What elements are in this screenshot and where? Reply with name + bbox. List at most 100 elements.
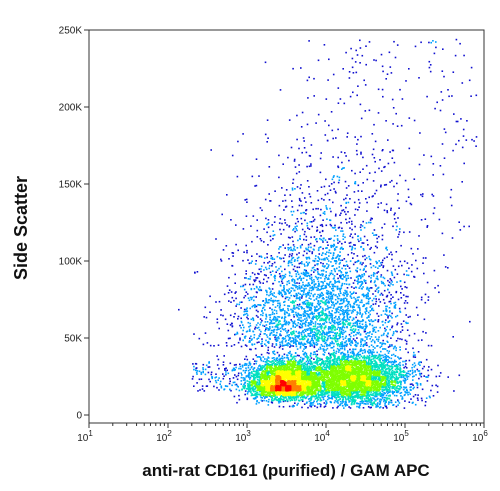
data-point <box>317 59 320 62</box>
data-point <box>301 399 304 401</box>
data-point <box>262 306 265 309</box>
data-point <box>308 76 310 79</box>
data-point <box>359 308 361 310</box>
data-point <box>364 342 367 345</box>
data-point <box>381 342 384 345</box>
data-point <box>357 260 359 262</box>
data-point <box>404 307 407 310</box>
data-point <box>419 132 421 134</box>
data-point <box>360 340 362 342</box>
data-point <box>244 337 246 339</box>
data-point <box>278 204 281 207</box>
data-point <box>348 217 351 220</box>
data-point <box>281 325 284 327</box>
data-point <box>276 255 279 258</box>
data-point <box>313 335 315 338</box>
data-point <box>261 319 263 322</box>
data-point <box>380 350 382 353</box>
data-point <box>374 192 376 195</box>
data-point <box>359 171 361 173</box>
data-point <box>348 333 351 336</box>
data-point <box>334 332 336 334</box>
data-point <box>364 403 366 405</box>
data-point <box>279 341 281 344</box>
data-point <box>365 302 368 305</box>
data-point <box>308 341 310 344</box>
data-point <box>298 343 300 345</box>
data-point <box>413 119 416 122</box>
data-point <box>364 350 367 353</box>
data-point <box>240 380 243 382</box>
data-point <box>276 331 278 334</box>
data-point <box>306 366 309 369</box>
data-point <box>271 399 273 402</box>
data-point <box>344 292 347 295</box>
data-point <box>386 363 389 366</box>
data-point <box>321 239 324 242</box>
data-point <box>358 304 360 307</box>
data-point <box>389 399 392 401</box>
data-point <box>405 348 407 350</box>
data-point <box>359 275 362 277</box>
data-point <box>360 343 362 345</box>
data-point <box>264 363 267 366</box>
data-point <box>306 256 309 259</box>
data-point <box>251 240 253 243</box>
data-point <box>265 327 267 329</box>
data-point <box>291 358 294 360</box>
data-point <box>288 247 291 249</box>
data-point <box>361 275 364 278</box>
data-point <box>377 267 379 269</box>
data-point <box>359 262 362 265</box>
data-point <box>304 293 307 295</box>
data-point <box>327 366 329 368</box>
data-point <box>383 302 386 304</box>
data-point <box>340 246 343 249</box>
data-point <box>405 314 407 316</box>
data-point <box>249 387 251 390</box>
data-point <box>301 331 304 333</box>
data-point <box>325 285 327 287</box>
data-point <box>218 377 220 379</box>
data-point <box>271 300 274 302</box>
data-point <box>287 329 290 332</box>
data-point <box>353 353 355 356</box>
data-point <box>441 143 444 145</box>
data-point <box>266 231 268 234</box>
data-point <box>317 260 320 262</box>
data-point <box>256 253 258 255</box>
data-point <box>265 318 267 320</box>
data-point <box>475 94 478 97</box>
data-point <box>305 287 307 290</box>
data-point <box>381 234 384 237</box>
data-point <box>387 378 389 381</box>
data-point <box>246 398 249 401</box>
data-point <box>246 375 249 377</box>
data-point <box>371 333 373 335</box>
data-point <box>432 174 434 176</box>
data-point <box>311 331 314 333</box>
data-point <box>393 361 396 364</box>
data-point <box>420 296 423 299</box>
data-point <box>201 385 204 387</box>
data-point <box>284 340 287 343</box>
data-point <box>295 292 298 295</box>
data-point <box>395 374 397 376</box>
data-point <box>359 397 362 400</box>
data-point <box>332 321 335 324</box>
data-point <box>413 366 416 368</box>
data-point <box>225 342 228 344</box>
data-point <box>377 338 380 341</box>
data-point <box>341 298 343 301</box>
data-point <box>364 311 366 313</box>
data-point <box>341 328 343 331</box>
data-point <box>305 275 307 277</box>
data-point <box>349 95 352 98</box>
data-point <box>372 390 375 393</box>
data-point <box>374 364 377 367</box>
data-point <box>256 327 259 329</box>
data-point <box>351 246 354 249</box>
data-point <box>311 252 313 255</box>
data-point <box>230 291 233 293</box>
data-point <box>285 189 288 191</box>
